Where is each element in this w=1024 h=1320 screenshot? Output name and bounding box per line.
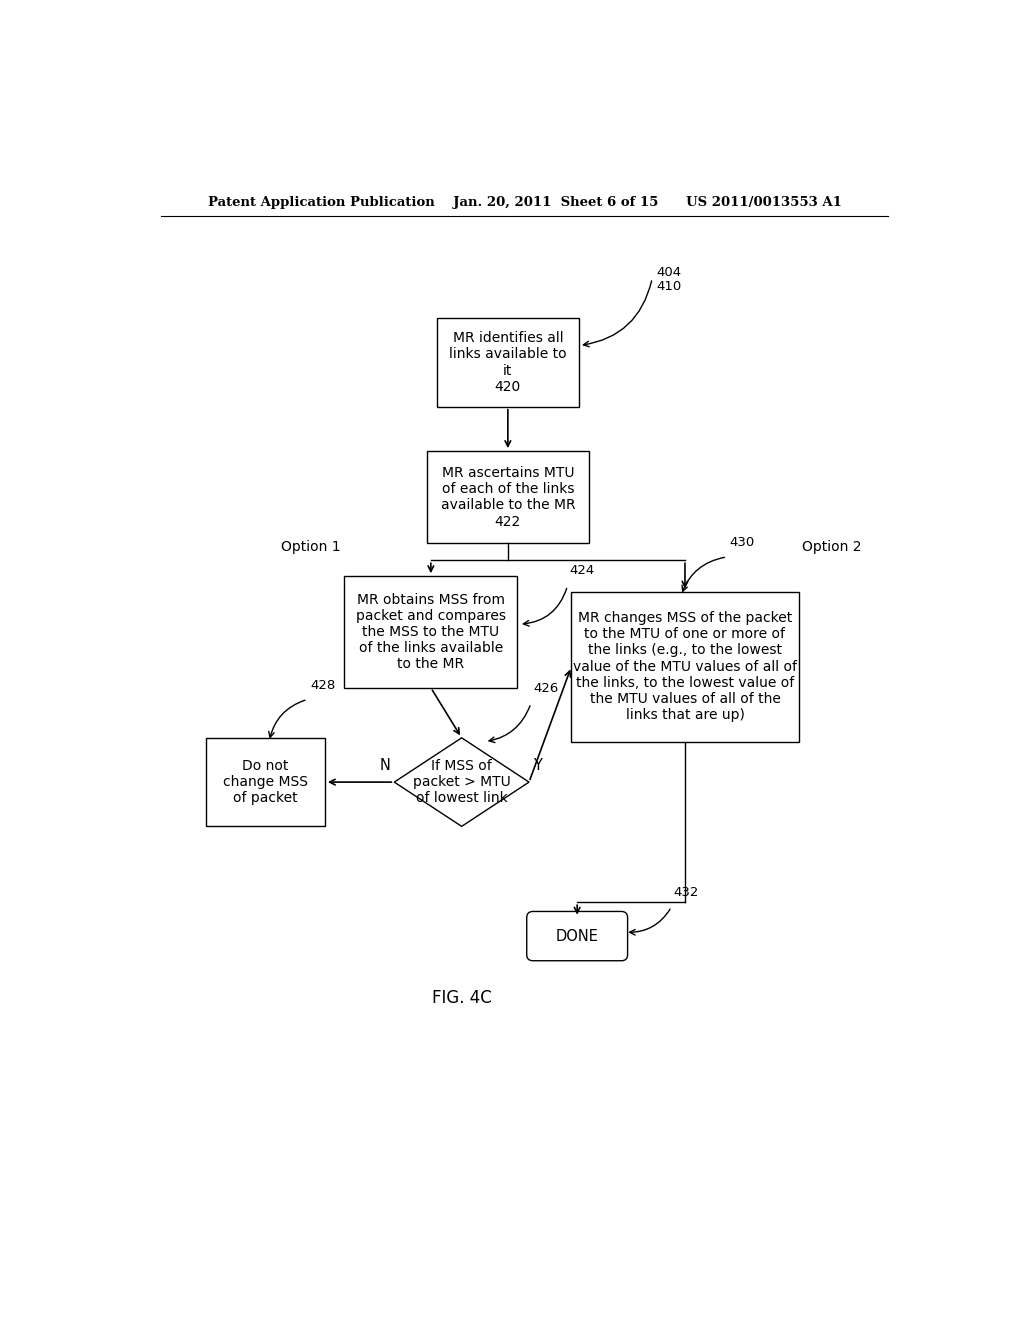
Text: N: N (380, 758, 390, 774)
Text: 428: 428 (310, 678, 335, 692)
Text: FIG. 4C: FIG. 4C (432, 989, 492, 1007)
Text: Do not
change MSS
of packet: Do not change MSS of packet (223, 759, 308, 805)
Text: MR obtains MSS from
packet and compares
the MSS to the MTU
of the links availabl: MR obtains MSS from packet and compares … (356, 593, 506, 672)
Text: 430: 430 (730, 536, 755, 549)
Text: Y: Y (532, 758, 542, 774)
FancyBboxPatch shape (344, 576, 517, 688)
Text: 426: 426 (534, 682, 558, 696)
Text: MR changes MSS of the packet
to the MTU of one or more of
the links (e.g., to th: MR changes MSS of the packet to the MTU … (573, 611, 797, 722)
Text: Patent Application Publication    Jan. 20, 2011  Sheet 6 of 15      US 2011/0013: Patent Application Publication Jan. 20, … (208, 195, 842, 209)
Text: Option 2: Option 2 (803, 540, 862, 554)
FancyBboxPatch shape (206, 738, 325, 826)
FancyBboxPatch shape (526, 911, 628, 961)
Polygon shape (394, 738, 529, 826)
FancyBboxPatch shape (571, 591, 799, 742)
Text: DONE: DONE (556, 928, 599, 944)
FancyBboxPatch shape (427, 451, 589, 544)
Text: MR ascertains MTU
of each of the links
available to the MR
422: MR ascertains MTU of each of the links a… (440, 466, 575, 528)
Text: If MSS of
packet > MTU
of lowest link: If MSS of packet > MTU of lowest link (413, 759, 511, 805)
Text: 432: 432 (674, 886, 699, 899)
Text: 404: 404 (656, 265, 681, 279)
Text: Option 1: Option 1 (281, 540, 340, 554)
Text: MR identifies all
links available to
it
420: MR identifies all links available to it … (450, 331, 566, 393)
Text: 410: 410 (656, 280, 681, 293)
FancyBboxPatch shape (436, 318, 580, 407)
Text: 424: 424 (569, 564, 595, 577)
